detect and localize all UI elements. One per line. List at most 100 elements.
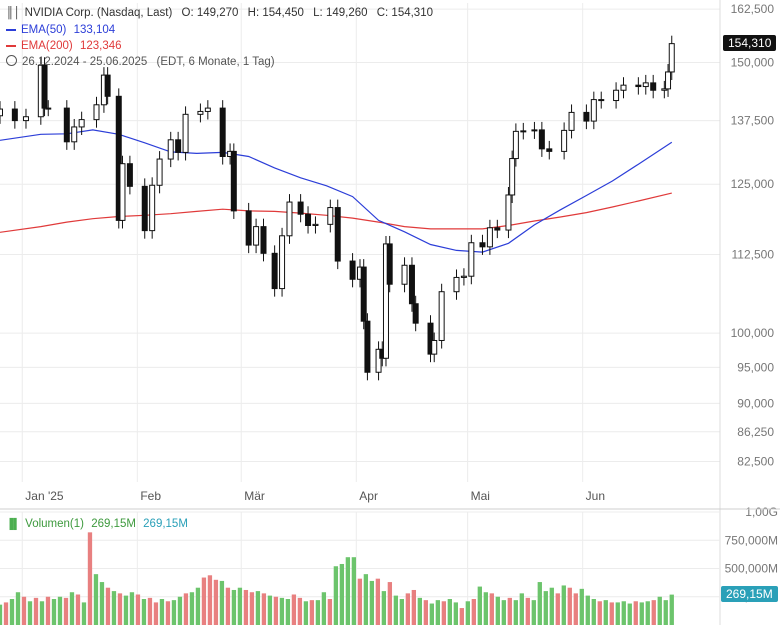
- volume-bar: [441, 601, 446, 625]
- candle-body: [583, 111, 590, 122]
- volume-bar: [393, 595, 399, 625]
- candle-body: [327, 207, 334, 225]
- volume-bar: [597, 601, 602, 625]
- volume-bar: [33, 597, 39, 625]
- volume-bar: [93, 574, 99, 625]
- price-tick-label: 82,500: [737, 454, 774, 468]
- candle-body: [531, 129, 538, 132]
- time-tick-label: Jan '25: [25, 489, 64, 503]
- volume-bar: [435, 600, 440, 625]
- volume-bar: [633, 601, 638, 625]
- candle-body: [668, 43, 675, 73]
- volume-bar: [651, 600, 656, 625]
- candle-body: [520, 130, 527, 133]
- price-candles: [0, 35, 675, 381]
- volume-bar: [429, 603, 435, 625]
- volume-bar: [465, 601, 470, 625]
- open-value: 149,270: [196, 7, 239, 19]
- price-tick-label: 162,500: [731, 2, 775, 16]
- volume-bar: [45, 596, 51, 625]
- volume-bar: [483, 592, 488, 625]
- volume-bar: [663, 600, 668, 625]
- candle-body: [119, 163, 126, 221]
- volume-bar: [399, 599, 405, 625]
- volume-bar: [555, 593, 560, 625]
- candle-body: [167, 139, 174, 160]
- candle-body: [297, 201, 304, 215]
- candle-body: [546, 148, 553, 152]
- volume-bar: [357, 578, 363, 625]
- candle-body: [665, 71, 672, 90]
- legend-ema50[interactable]: EMA(50) 133,104: [6, 23, 115, 37]
- volume-legend: ▐▌ Volumen(1) 269,15M 269,15M: [6, 517, 188, 532]
- low-value: 149,260: [325, 7, 368, 19]
- volume-bar: [213, 579, 219, 625]
- volume-bar: [99, 582, 105, 625]
- candle-body: [175, 139, 182, 153]
- candle-body: [11, 108, 18, 122]
- candle-body: [22, 116, 29, 122]
- volume-bar: [75, 594, 81, 625]
- volume-bar: [507, 597, 512, 625]
- candle-body: [45, 107, 52, 110]
- volume-bar: [135, 594, 141, 625]
- ema200-swatch: [6, 44, 16, 47]
- volume-bar: [447, 599, 452, 625]
- price-tick-label: 90,000: [737, 396, 774, 410]
- time-axis: Jan '25 Feb Mär Apr Mai Jun: [25, 489, 605, 503]
- ema200-label: EMA(200): [21, 40, 73, 52]
- candle-body: [486, 227, 493, 248]
- candle-body: [104, 74, 111, 97]
- volume-bar: [669, 594, 674, 625]
- range-info: 26.12.2024 - 25.06.2025 (EDT, 6 Monate, …: [6, 55, 275, 69]
- time-tick-label: Mär: [244, 489, 265, 503]
- volume-bar: [201, 577, 207, 625]
- volume-value: 269,15M: [91, 518, 136, 530]
- volume-bar: [21, 596, 27, 625]
- volume-bar: [309, 600, 315, 625]
- candle-body: [568, 111, 575, 131]
- candle-body: [0, 108, 3, 117]
- volume-bar: [291, 594, 297, 625]
- candle-body: [401, 264, 408, 285]
- volume-bar: [147, 597, 153, 625]
- candle-body: [438, 291, 445, 341]
- candle-body: [620, 84, 627, 91]
- volume-bar: [489, 593, 494, 625]
- candle-body: [219, 107, 226, 157]
- volume-bar: [501, 600, 506, 625]
- volume-bar: [459, 608, 464, 625]
- volume-bar: [87, 532, 93, 625]
- volume-bar: [219, 580, 225, 625]
- volume-tick-label: 500,000M: [725, 562, 778, 576]
- volume-bar: [417, 597, 423, 625]
- ema200-value: 123,346: [79, 40, 122, 52]
- candle-body: [149, 184, 156, 232]
- price-tick-label: 150,000: [731, 56, 775, 70]
- candle-body: [141, 185, 148, 232]
- legend-ema200[interactable]: EMA(200) 123,346: [6, 39, 122, 53]
- candle-body: [382, 243, 389, 359]
- volume-bar: [471, 599, 476, 625]
- candle-body: [245, 210, 252, 246]
- candle-body: [635, 84, 642, 88]
- volume-bar: [267, 595, 273, 625]
- volume-bar: [195, 587, 201, 625]
- volume-bar: [327, 599, 333, 625]
- volume-bar: [561, 585, 566, 625]
- volume-bar: [405, 593, 411, 625]
- candle-body: [305, 213, 312, 226]
- candle-body: [512, 130, 519, 160]
- volume-bar: [333, 566, 339, 625]
- volume-bar: [585, 595, 590, 625]
- candle-body: [468, 242, 475, 277]
- volume-bar: [477, 586, 482, 625]
- volume-tick-label: 750,000M: [725, 533, 778, 547]
- candle-body: [505, 194, 512, 231]
- last-volume-badge: 269,15M: [721, 585, 778, 602]
- volume-bar: [621, 601, 626, 625]
- volume-bar: [411, 589, 417, 625]
- volume-bar: [303, 601, 309, 625]
- candle-body: [63, 107, 70, 143]
